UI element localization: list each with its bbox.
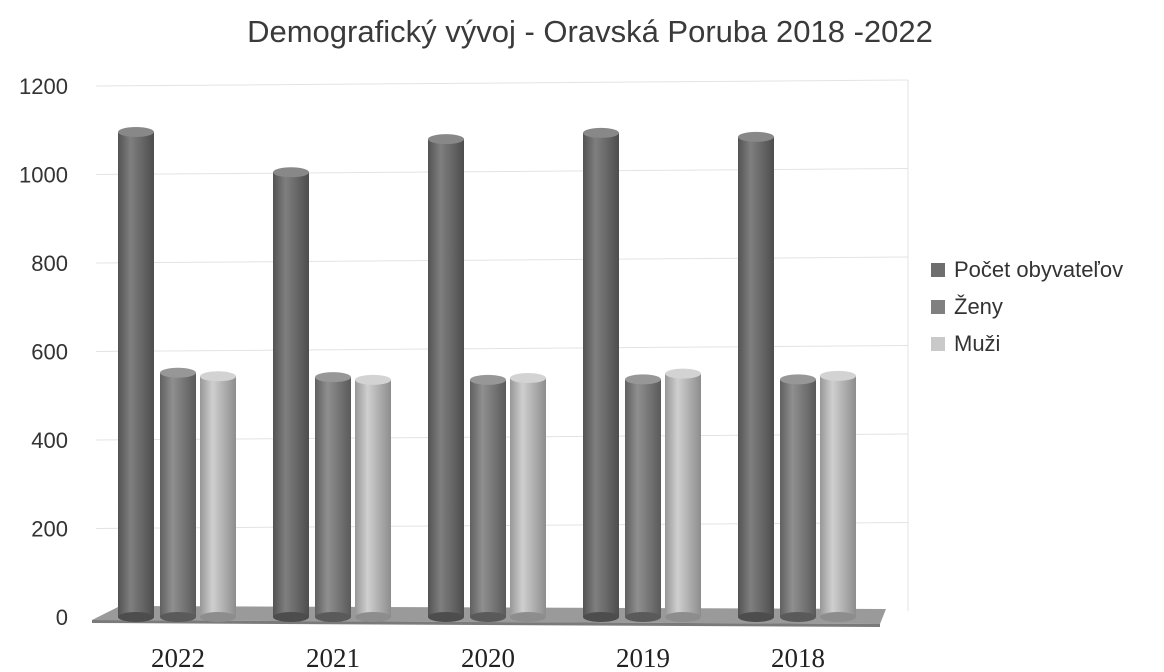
- gridline: [95, 256, 909, 264]
- chart-title: Demografický vývoj - Oravská Poruba 2018…: [247, 14, 933, 49]
- y-tick-label: 400: [31, 428, 68, 453]
- legend-label: Počet obyvateľov: [954, 257, 1123, 282]
- bar-2020-zeny: [470, 374, 506, 622]
- bar-2021-zeny: [315, 372, 351, 622]
- bar-2020-muzi: [510, 373, 546, 622]
- gridline: [95, 79, 909, 87]
- legend-label: Ženy: [954, 294, 1003, 319]
- y-tick-label: 200: [31, 517, 68, 542]
- y-tick-label: 1200: [19, 74, 68, 99]
- bar-2021-pocet-obyvatelov: [273, 167, 309, 622]
- legend: Počet obyvateľov Ženy Muži: [931, 257, 1123, 356]
- x-tick-label: 2019: [616, 643, 670, 672]
- y-tick-label: 1000: [19, 163, 68, 188]
- bar-2019-pocet-obyvatelov: [583, 127, 619, 622]
- x-axis-ticks: 2022 2021 2020 2019 2018: [151, 643, 825, 672]
- bar-2022-zeny: [160, 367, 196, 622]
- y-tick-label: 600: [31, 340, 68, 365]
- y-axis-ticks: 0 200 400 600 800 1000 1200: [19, 74, 68, 630]
- x-tick-label: 2021: [306, 643, 360, 672]
- gridline: [95, 168, 909, 175]
- bar-2022-muzi: [200, 371, 236, 622]
- bar-2018-zeny: [780, 374, 816, 622]
- bar-2019-muzi: [665, 368, 701, 622]
- bar-2018-muzi: [820, 370, 856, 622]
- gridline: [95, 345, 909, 352]
- bar-2019-zeny: [625, 374, 661, 622]
- x-tick-label: 2018: [771, 643, 825, 672]
- x-tick-label: 2022: [151, 643, 205, 672]
- legend-label: Muži: [954, 331, 1000, 356]
- legend-swatch: [931, 300, 945, 314]
- x-tick-label: 2020: [461, 643, 515, 672]
- legend-swatch: [931, 263, 945, 277]
- y-tick-label: 800: [31, 251, 68, 276]
- bar-2021-muzi: [355, 374, 391, 622]
- bar-2018-pocet-obyvatelov: [738, 131, 774, 622]
- bar-2022-pocet-obyvatelov: [118, 127, 154, 622]
- bar-2020-pocet-obyvatelov: [428, 134, 464, 622]
- bar-layer: [118, 127, 856, 622]
- y-tick-label: 0: [56, 605, 68, 630]
- legend-swatch: [931, 337, 945, 351]
